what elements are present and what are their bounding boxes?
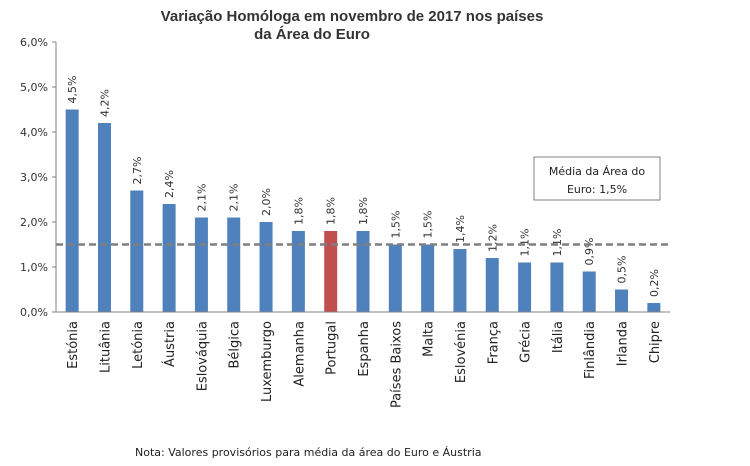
bar [259,222,273,312]
category-label: Lituânia [98,321,113,373]
bar-value-label: 0,9% [583,238,596,266]
bar [615,289,629,312]
chart-title-line2: da Área do Euro [254,26,370,43]
bar-value-label: 1,4% [454,215,467,243]
category-labels: Estónia Lituânia Letónia Áustria Eslováquia B… [66,321,663,408]
category-label: Alemanha [292,321,307,387]
y-tick-label: 4,0% [20,126,48,139]
category-label: Luxemburgo [260,321,275,402]
bar [291,231,305,312]
legend-box-border [533,156,661,201]
bar [518,262,532,312]
bar [65,109,79,312]
category-label: Espanha [357,321,372,377]
bar-value-label: 2,7% [131,157,144,185]
bar-value-label: 2,0% [260,188,273,216]
bar [485,258,499,312]
y-axis-ticks: 0,0% 1,0% 2,0% 3,0% 4,0% 5,0% 6,0% [20,36,56,319]
bar [550,262,564,312]
category-label: Irlanda [616,321,631,366]
category-label: Áustria [162,321,178,367]
category-label: Portugal [325,321,340,375]
bar [194,217,208,312]
category-label: França [486,321,501,364]
bar [388,244,402,312]
bar-value-label: 0,5% [616,256,629,284]
bar-value-label: 1,2% [486,224,499,252]
bar [421,244,435,312]
y-tick-label: 5,0% [20,81,48,94]
category-label: Países Baixos [389,321,404,408]
category-label: Grécia [519,321,534,363]
bar [356,231,370,312]
bar-value-label: 1,8% [357,197,370,225]
legend-text-line1: Média da Área do [549,165,646,178]
category-label: Bélgica [228,321,243,369]
bar-value-label: 1,5% [422,211,435,239]
bar-value-label: 2,1% [195,184,208,212]
bar-value-label: 2,1% [228,184,241,212]
bar-value-label: 1,8% [292,197,305,225]
category-label: Itália [551,321,566,353]
bar-value-label: 1,1% [519,229,532,257]
bar-value-label: 4,5% [66,76,79,104]
chart-title-line1: Variação Homóloga em novembro de 2017 no… [161,8,544,25]
bar-value-label: 4,2% [98,89,111,117]
y-tick-label: 6,0% [20,36,48,49]
reference-legend-box: Média da Área do Euro: 1,5% [533,156,661,201]
category-label: Finlândia [583,321,598,379]
bar [227,217,241,312]
category-label: Letónia [131,321,146,369]
y-tick-label: 2,0% [20,216,48,229]
bar [582,271,596,312]
y-tick-label: 1,0% [20,261,48,274]
bar [453,249,467,312]
bar-value-label: 1,8% [325,197,338,225]
category-label: Chipre [648,321,663,363]
bar-value-label: 2,4% [163,170,176,198]
bars [65,109,661,312]
legend-text-line2: Euro: 1,5% [567,183,627,196]
bar [97,123,111,312]
bar-value-label: 1,5% [389,211,402,239]
bar [130,190,144,312]
bar [324,231,338,312]
bar [162,204,176,312]
y-tick-label: 0,0% [20,306,48,319]
bar-value-label: 1,1% [551,229,564,257]
category-label: Malta [422,321,437,357]
bar-value-label: 0,2% [648,269,661,297]
bar [647,303,661,312]
footnote: Nota: Valores provisórios para média da … [135,446,482,459]
category-label: Eslováquia [195,321,210,391]
y-tick-label: 3,0% [20,171,48,184]
category-label: Eslovénia [454,321,469,383]
category-label: Estónia [66,321,81,369]
